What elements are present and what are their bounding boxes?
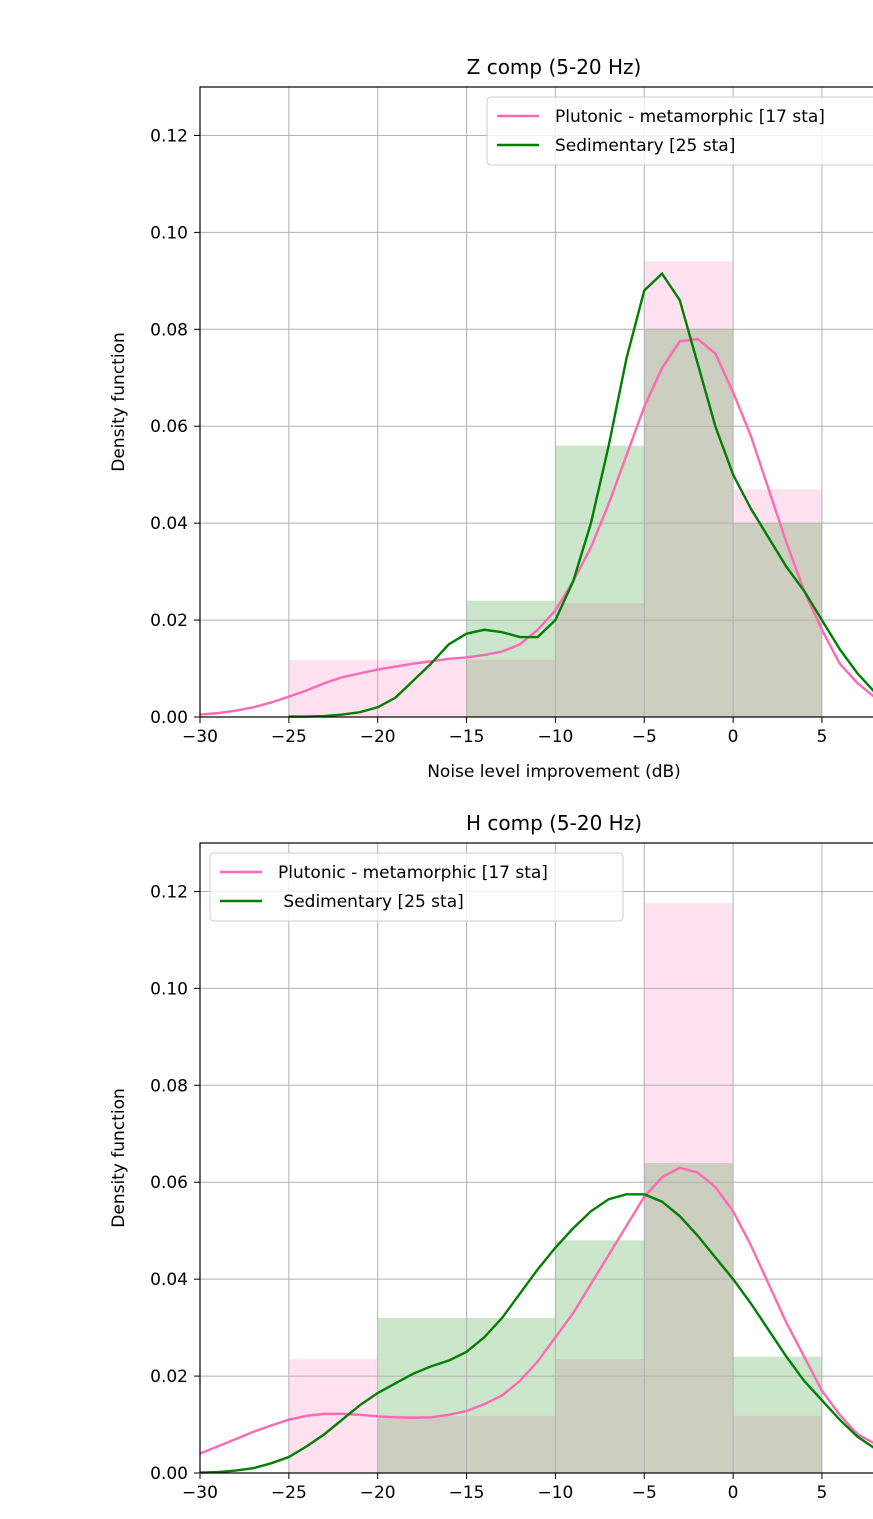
- x-tick-label: −30: [182, 1483, 218, 1503]
- x-tick-label: −5: [632, 727, 657, 747]
- histogram-bar: [733, 1356, 822, 1473]
- x-tick-label: −20: [360, 727, 396, 747]
- histogram-bar: [377, 659, 467, 717]
- histogram-bar: [644, 903, 734, 1473]
- x-tick-label: −15: [449, 1483, 485, 1503]
- x-tick-label: −15: [449, 727, 485, 747]
- x-tick-label: −25: [271, 727, 307, 747]
- y-tick-label: 0.08: [150, 1076, 188, 1096]
- x-tick-label: −10: [537, 1483, 573, 1503]
- histogram-bar: [555, 1240, 645, 1473]
- axes-frame: [199, 842, 873, 1474]
- y-tick-label: 0.10: [150, 223, 188, 243]
- y-tick-label: 0.12: [150, 126, 188, 146]
- subplot: H comp (5-20 Hz) −30 −25 −20 −15 −10 −5 0 5 0.00 0…: [109, 811, 873, 1519]
- chart-title: H comp (5-20 Hz): [466, 811, 642, 835]
- histogram-bar: [466, 600, 556, 717]
- histogram-bar: [733, 489, 822, 717]
- histogram-bar: [555, 1359, 645, 1473]
- y-tick-label: 0.02: [150, 611, 188, 631]
- y-axis-label: Density function: [109, 332, 129, 471]
- histogram-bar: [644, 261, 734, 717]
- x-tick-label: 5: [817, 1483, 828, 1503]
- histogram-bar: [288, 659, 378, 717]
- histogram-bar: [466, 1317, 556, 1473]
- y-tick-label: 0.00: [150, 1464, 188, 1484]
- y-tick-label: 0.06: [150, 417, 188, 437]
- kde-line: [199, 337, 873, 716]
- histogram-bar: [466, 1415, 556, 1473]
- y-tick-label: 0.04: [150, 514, 188, 534]
- histogram-bar: [377, 1415, 467, 1473]
- y-tick-label: 0.12: [150, 882, 188, 902]
- histogram-bar: [555, 445, 645, 717]
- x-tick-label: 0: [728, 1483, 739, 1503]
- legend-label: Sedimentary [25 sta]: [555, 136, 735, 156]
- x-tick-label: −5: [632, 1483, 657, 1503]
- y-axis-label: Density function: [109, 1088, 129, 1227]
- x-tick-label: 5: [817, 727, 828, 747]
- x-axis-label: Noise level improvement (dB): [427, 762, 681, 782]
- x-tick-label: −25: [271, 1483, 307, 1503]
- legend-label: Plutonic - metamorphic [17 sta]: [555, 107, 825, 127]
- kde-line: [199, 1166, 873, 1455]
- x-tick-label: −10: [537, 727, 573, 747]
- kde-line: [288, 271, 873, 718]
- y-tick-label: 0.06: [150, 1173, 188, 1193]
- kde-line: [199, 1193, 873, 1474]
- histogram-bar: [733, 1415, 822, 1473]
- legend-box: [486, 96, 873, 166]
- y-tick-label: 0.10: [150, 979, 188, 999]
- legend-label: Sedimentary [25 sta]: [278, 892, 464, 912]
- x-tick-label: 0: [728, 727, 739, 747]
- y-tick-label: 0.02: [150, 1367, 188, 1387]
- legend-label: Plutonic - metamorphic [17 sta]: [278, 863, 548, 883]
- chart-title: Z comp (5-20 Hz): [467, 55, 642, 79]
- histogram-bar: [377, 1317, 467, 1473]
- histogram-bar: [555, 603, 645, 717]
- y-tick-label: 0.04: [150, 1270, 188, 1290]
- histogram-bar: [644, 1162, 734, 1473]
- y-tick-label: 0.00: [150, 708, 188, 728]
- y-tick-label: 0.08: [150, 320, 188, 340]
- histogram-bar: [466, 659, 556, 717]
- subplot: Z comp (5-20 Hz) −30 −25 −20 −15 −10 −5 0 5 0.00 0…: [109, 55, 873, 782]
- legend-box: [209, 852, 624, 922]
- x-tick-label: −30: [182, 727, 218, 747]
- x-tick-label: −20: [360, 1483, 396, 1503]
- axes-frame: [199, 86, 873, 718]
